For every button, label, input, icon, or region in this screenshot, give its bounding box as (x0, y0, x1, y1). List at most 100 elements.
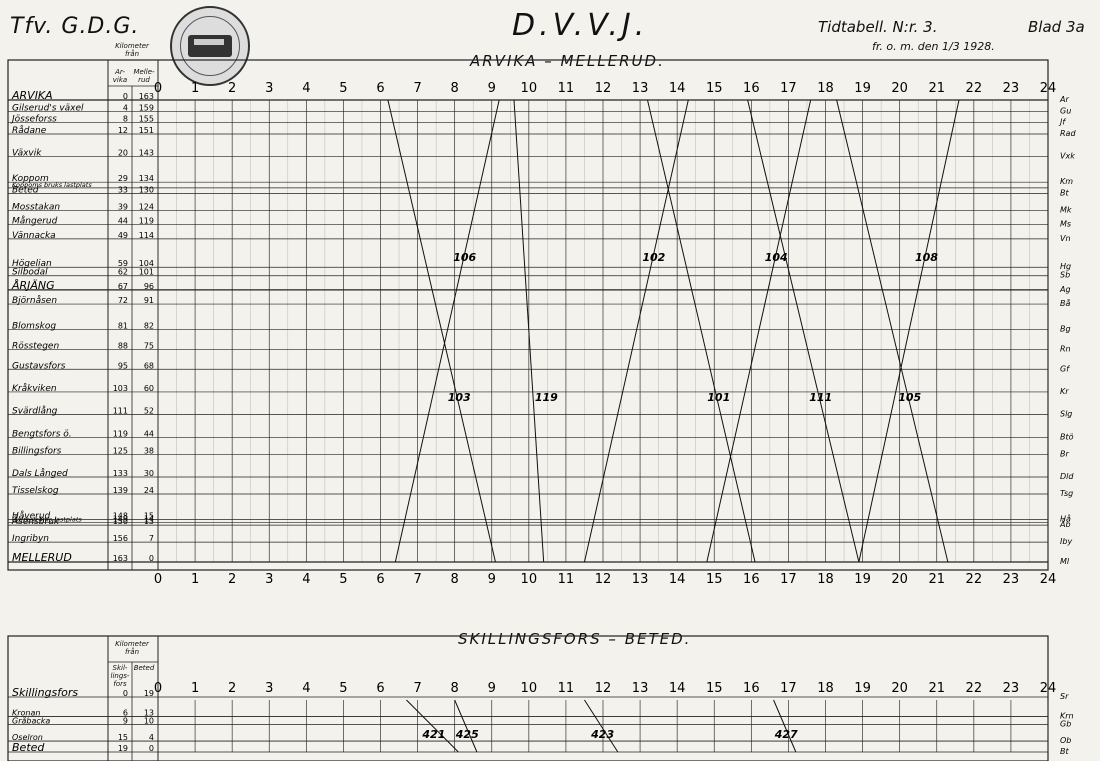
km-from-start: 0 (123, 689, 128, 698)
train-number-label: 105 (898, 391, 921, 404)
hour-tick-label: 5 (339, 572, 347, 587)
hour-tick-label: 23 (1003, 681, 1020, 696)
km-from-start: 39 (118, 203, 128, 212)
km-from-end: 60 (144, 384, 154, 393)
hour-tick-label: 13 (632, 681, 649, 696)
km-beted-header: Beted (133, 664, 155, 672)
hour-tick-label: 11 (558, 572, 575, 587)
km-from-start: 0 (123, 92, 128, 101)
km-from-start: 9 (123, 717, 128, 726)
km-from-start: 6 (123, 708, 128, 717)
station-abbreviation: Rn (1060, 344, 1071, 353)
km-from-header: Kilometer från (115, 42, 149, 58)
hour-tick-label: 18 (817, 681, 834, 696)
station-name: Gråbacka (12, 716, 50, 726)
km-from-start: 12 (118, 126, 128, 135)
station-name: Håverud (12, 510, 51, 521)
station-name: Kråkviken (12, 383, 57, 394)
km-from-end: 24 (144, 486, 154, 495)
train-number-label: 106 (453, 251, 476, 264)
station-abbreviation: Km (1060, 177, 1073, 186)
seal-ring (180, 16, 240, 76)
hour-tick-label: 2 (228, 81, 236, 96)
station-abbreviation: Sb (1060, 271, 1070, 280)
train-number-label: 111 (809, 391, 832, 404)
km-from-start: 148 (113, 511, 128, 520)
hour-tick-label: 12 (595, 681, 612, 696)
station-name: Tisselskog (12, 486, 59, 496)
hour-tick-label: 16 (743, 681, 760, 696)
hour-tick-label: 8 (451, 81, 459, 96)
km-from-start: 156 (113, 534, 128, 543)
hour-tick-label: 17 (780, 681, 797, 696)
train-path-line (584, 699, 619, 753)
hour-tick-label: 15 (706, 681, 723, 696)
station-name: Kronan (12, 708, 40, 717)
hour-tick-label: 2 (228, 572, 236, 587)
station-name: Koppom (12, 174, 49, 184)
historical-society-seal (170, 6, 250, 86)
hour-tick-label: 1 (191, 572, 199, 587)
km-arvika-header: Ar-vika (112, 68, 128, 84)
hour-tick-label: 6 (376, 681, 384, 696)
hour-tick-label: 14 (669, 81, 686, 96)
hour-tick-label: 22 (966, 81, 983, 96)
km-from-end: 91 (144, 296, 154, 305)
hour-tick-label: 12 (595, 572, 612, 587)
station-abbreviation: Dld (1060, 472, 1074, 481)
hour-tick-label: 19 (854, 572, 871, 587)
hour-tick-label: 7 (413, 81, 421, 96)
hour-tick-label: 23 (1003, 81, 1020, 96)
km-from-start: 133 (113, 469, 128, 478)
train-path-line (836, 99, 949, 563)
station-name: ÅRJÄNG (11, 279, 55, 292)
train-path-line (406, 699, 459, 753)
station-name: Koppoms bruks lastplats (12, 181, 92, 189)
km-from-end: 75 (144, 341, 154, 350)
km-from-end: 10 (144, 717, 154, 726)
hour-tick-label: 13 (632, 81, 649, 96)
km-from-end: 130 (139, 186, 154, 195)
train-number-label: 104 (765, 251, 788, 264)
hour-tick-label: 4 (302, 572, 310, 587)
km-from-end: 151 (139, 126, 154, 135)
km-from-start: 149 (113, 514, 128, 523)
hour-tick-label: 18 (817, 81, 834, 96)
hour-tick-label: 13 (632, 572, 649, 587)
hour-tick-label: 22 (966, 572, 983, 587)
station-abbreviation: Slg (1060, 410, 1072, 419)
train-path-line (773, 699, 797, 753)
valid-from-date: fr. o. m. den 1/3 1928. (872, 40, 995, 53)
hour-tick-label: 22 (966, 681, 983, 696)
train-path-line (706, 99, 812, 563)
station-name: Beted (12, 741, 45, 754)
km-mellerud-header: Melle-rud (133, 68, 155, 84)
station-abbreviation: Krn (1060, 711, 1074, 720)
km-from-end: 0 (149, 554, 154, 563)
station-abbreviation: Ms (1060, 220, 1071, 229)
station-abbreviation: Iby (1060, 537, 1072, 546)
hour-tick-label: 1 (191, 81, 199, 96)
station-abbreviation: Vn (1060, 234, 1071, 243)
km-from-end: 4 (149, 733, 154, 742)
station-name: Skillingsfors (12, 686, 78, 699)
km-from-start: 33 (118, 186, 128, 195)
station-abbreviation: Gf (1060, 364, 1070, 373)
hour-tick-label: 19 (854, 81, 871, 96)
station-name: Rådane (12, 125, 47, 136)
km-from-end: 155 (139, 115, 154, 124)
train-number-label: 423 (590, 728, 614, 741)
km-from-start: 111 (113, 407, 128, 416)
hour-tick-label: 9 (488, 572, 496, 587)
km-from-start: 88 (118, 341, 128, 350)
section-title-arvika-mellerud: ARVIKA – MELLERUD. (470, 52, 665, 70)
station-name: ARVIKA (11, 89, 53, 102)
station-name: Mosstakan (12, 203, 60, 213)
hour-tick-label: 1 (191, 681, 199, 696)
station-abbreviation: Bg (1060, 325, 1071, 334)
km-from-start: 163 (113, 554, 128, 563)
km-from-end: 44 (144, 429, 154, 438)
hour-tick-label: 3 (265, 572, 273, 587)
station-name: MELLERUD (12, 551, 72, 564)
hour-tick-label: 18 (817, 572, 834, 587)
